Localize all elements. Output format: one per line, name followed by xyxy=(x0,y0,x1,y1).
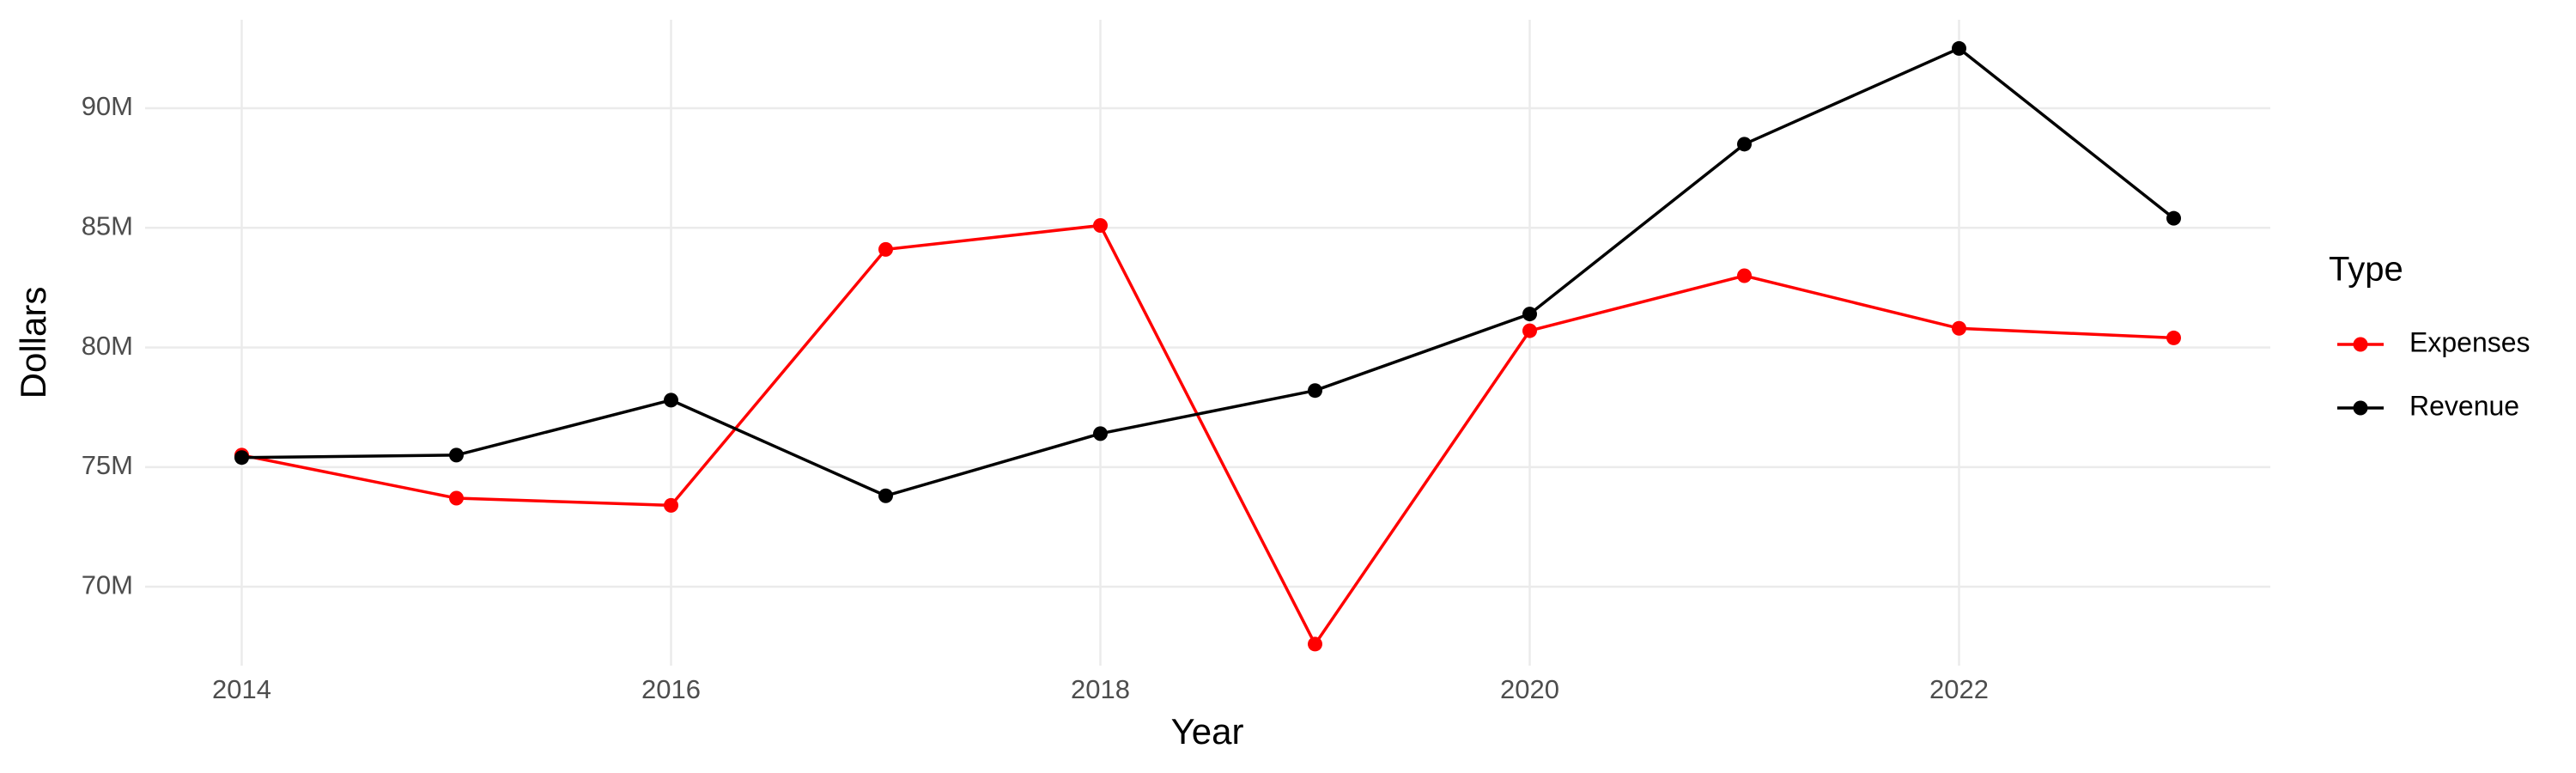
x-tick-label: 2014 xyxy=(212,674,271,704)
data-point xyxy=(878,241,893,257)
data-point xyxy=(1308,636,1322,652)
data-point xyxy=(2166,210,2181,226)
series-line xyxy=(241,223,2174,648)
data-point xyxy=(1737,268,1752,283)
data-point xyxy=(1093,426,1108,441)
data-point xyxy=(449,490,464,506)
data-point xyxy=(234,450,249,466)
series-line xyxy=(241,46,2175,498)
data-point xyxy=(1952,320,1966,336)
y-tick-label: 70M xyxy=(82,569,133,600)
y-tick-label: 75M xyxy=(82,450,133,480)
data-point xyxy=(1093,218,1108,234)
data-point xyxy=(2166,330,2181,345)
legend-label: Expenses xyxy=(2409,326,2530,357)
legend-swatch-point xyxy=(2353,400,2368,416)
legend-title: Type xyxy=(2329,251,2403,289)
data-point xyxy=(1522,323,1537,338)
data-point xyxy=(1308,383,1322,399)
y-axis-title: Dollars xyxy=(13,287,53,399)
legend-label: Revenue xyxy=(2409,390,2519,421)
y-tick-label: 90M xyxy=(82,91,133,121)
data-point xyxy=(1952,40,1966,56)
data-point xyxy=(1737,137,1752,152)
x-tick-label: 2018 xyxy=(1071,674,1130,704)
x-tick-label: 2022 xyxy=(1929,674,1989,704)
data-point xyxy=(449,447,464,463)
data-point xyxy=(664,497,678,513)
legend-swatch-point xyxy=(2353,337,2368,352)
data-point xyxy=(1522,307,1537,322)
data-point xyxy=(664,393,678,408)
x-axis-title: Year xyxy=(1171,711,1244,752)
y-tick-label: 80M xyxy=(82,331,133,361)
x-tick-label: 2016 xyxy=(641,674,701,704)
x-tick-label: 2020 xyxy=(1500,674,1559,704)
data-point xyxy=(878,488,893,503)
y-tick-label: 85M xyxy=(82,210,133,240)
